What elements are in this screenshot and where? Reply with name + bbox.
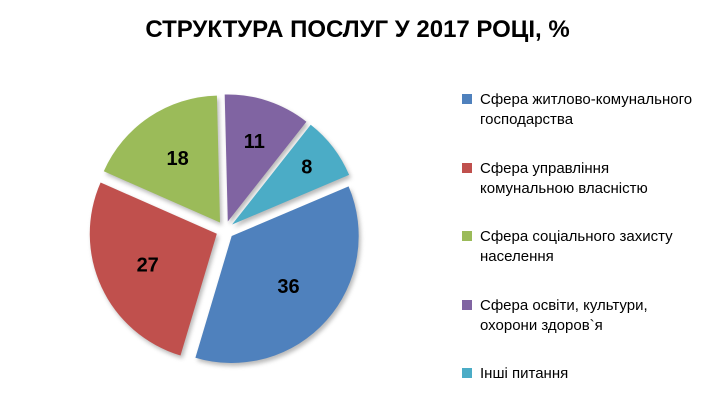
legend-marker bbox=[462, 299, 472, 310]
data-label: 36 bbox=[277, 276, 299, 298]
data-label: 18 bbox=[166, 148, 188, 170]
pie-slices bbox=[89, 94, 359, 363]
legend-item: Сфера соціального захисту населення bbox=[462, 227, 706, 268]
pie-slice-4 bbox=[224, 94, 307, 222]
legend-item: Інші питання bbox=[462, 364, 706, 384]
legend-label: Сфера освіти, культури, охорони здоров`я bbox=[480, 296, 648, 334]
legend-label: Сфера соціального захисту населення bbox=[480, 228, 673, 266]
legend-label: Сфера управління комунальною власністю bbox=[480, 159, 648, 197]
data-label: 11 bbox=[244, 131, 265, 153]
pie-slice-3 bbox=[103, 95, 220, 223]
legend-item: Сфера житлово-комунального господарства bbox=[462, 90, 706, 131]
legend-marker bbox=[462, 368, 472, 378]
pie-slice-2 bbox=[89, 182, 217, 356]
legend-label: Сфера житлово-комунального господарства bbox=[480, 91, 693, 129]
legend-marker bbox=[462, 94, 472, 104]
data-label: 27 bbox=[137, 255, 159, 277]
legend-label: Інші питання bbox=[480, 365, 569, 382]
chart-title: СТРУКТУРА ПОСЛУГ У 2017 РОЦІ, % bbox=[145, 16, 570, 43]
legend-marker bbox=[462, 162, 472, 173]
pie-chart: 36 27 18 11 8 bbox=[89, 94, 359, 363]
legend-item: Сфера освіти, культури, охорони здоров`я bbox=[462, 296, 706, 337]
pie-slice-5 bbox=[232, 124, 350, 225]
pie-slice-1 bbox=[195, 186, 359, 363]
legend-marker bbox=[462, 231, 472, 241]
legend: Сфера житлово-комунального господарства С… bbox=[462, 90, 706, 384]
legend-item: Сфера управління комунальною власністю bbox=[462, 159, 706, 200]
pie-data-labels: 36 27 18 11 8 bbox=[137, 131, 313, 298]
data-label: 8 bbox=[301, 157, 312, 179]
